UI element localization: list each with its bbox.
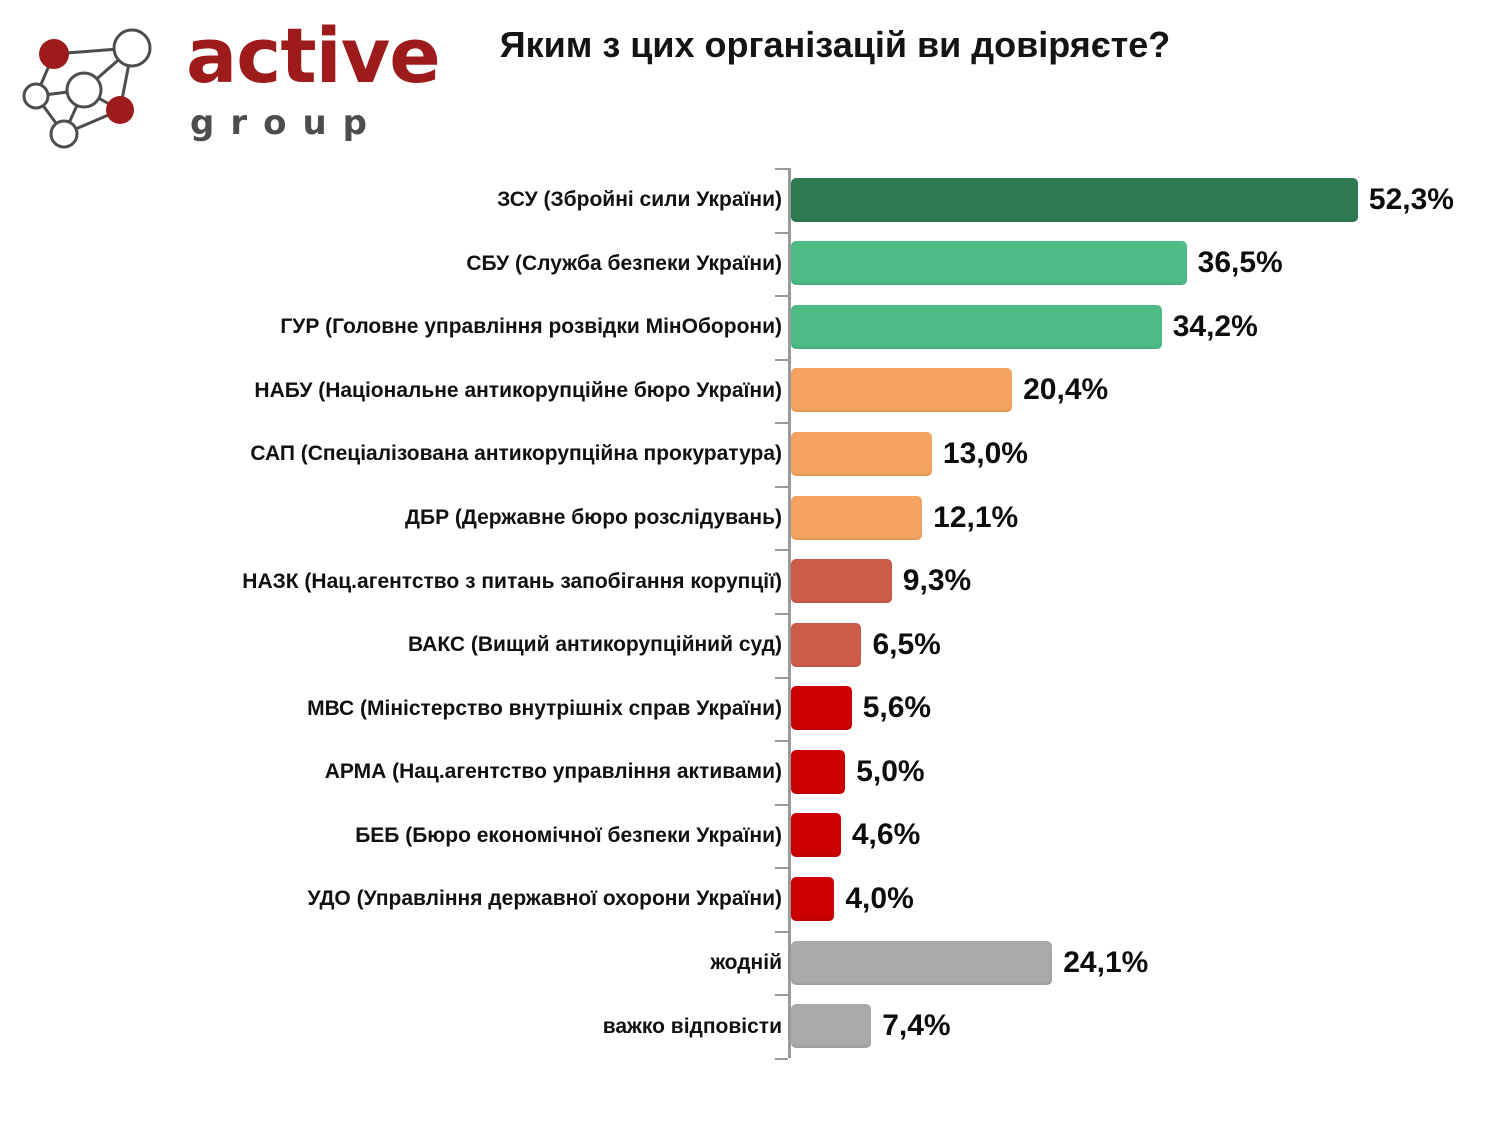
bar-and-value: 20,4%: [791, 368, 1109, 413]
axis-tick: [775, 168, 788, 170]
axis-tick: [775, 930, 788, 933]
category-label: ДБР (Державне бюро розслідувань): [405, 506, 782, 530]
axis-tick: [775, 295, 788, 298]
bar-and-value: 13,0%: [791, 432, 1028, 477]
category-label: САП (Спеціалізована антикорупційна проку…: [250, 442, 782, 466]
bar-row: АРМА (Нац.агентство управління активами)…: [0, 740, 1500, 804]
bar-row: СБУ (Служба безпеки України) 36,5%: [0, 231, 1500, 296]
bar-row: ДБР (Державне бюро розслідувань) 12,1%: [0, 485, 1500, 550]
bar-and-value: 34,2%: [791, 304, 1258, 349]
bar[interactable]: [791, 304, 1162, 349]
value-label: 7,4%: [882, 1009, 951, 1043]
value-label: 5,6%: [862, 691, 932, 725]
bar-row: НАЗК (Нац.агентство з питань запобігання…: [0, 549, 1500, 613]
bar-row: НАБУ (Національне антикорупційне бюро Ук…: [0, 358, 1500, 423]
category-label: жодній: [710, 950, 782, 974]
bar[interactable]: [791, 177, 1358, 222]
logo-subword: group: [190, 103, 384, 143]
value-label: 52,3%: [1368, 182, 1454, 216]
axis-tick: [775, 485, 788, 488]
value-label: 4,0%: [845, 881, 914, 915]
axis-tick: [775, 612, 788, 615]
bar-row: БЕБ (Бюро економічної безпеки України) 4,…: [0, 803, 1500, 868]
bar-chart: ЗСУ (Збройні сили України) 52,3% СБУ (Служ…: [0, 160, 1500, 1065]
axis-tick: [775, 1057, 788, 1060]
category-label: НАЗК (Нац.агентство з питань запобігання…: [242, 569, 782, 593]
category-label: МВС (Міністерство внутрішніх справ Украї…: [307, 696, 782, 720]
bar-and-value: 24,1%: [791, 940, 1149, 985]
value-label: 24,1%: [1063, 945, 1149, 979]
bar-row: САП (Спеціалізована антикорупційна проку…: [0, 422, 1500, 486]
bar[interactable]: [791, 559, 892, 604]
axis-tick: [775, 549, 788, 552]
bar-and-value: 7,4%: [791, 1004, 951, 1049]
bar-rows: ЗСУ (Збройні сили України) 52,3% СБУ (Служ…: [0, 168, 1500, 1060]
axis-tick: [775, 803, 788, 806]
bar[interactable]: [791, 940, 1053, 985]
axis-tick: [775, 740, 788, 743]
category-label: УДО (Управління державної охорони Україн…: [307, 887, 782, 911]
bar[interactable]: [791, 749, 846, 794]
bar-row: жодній 24,1%: [0, 930, 1500, 995]
category-label: ВАКС (Вищий антикорупційний суд): [408, 633, 782, 657]
value-label: 4,6%: [851, 818, 921, 852]
value-label: 12,1%: [933, 500, 1019, 534]
category-label: АРМА (Нац.агентство управління активами): [324, 760, 782, 784]
bar[interactable]: [791, 686, 852, 731]
category-label: ЗСУ (Збройні сили України): [497, 188, 782, 212]
logo-wordmark: active: [186, 11, 441, 100]
category-label: важко відповісти: [602, 1014, 782, 1038]
bar-row: ГУР (Головне управління розвідки МінОбор…: [0, 295, 1500, 359]
bar[interactable]: [791, 495, 923, 540]
bar[interactable]: [791, 622, 862, 667]
value-label: 9,3%: [902, 564, 972, 598]
bar-and-value: 5,0%: [791, 749, 925, 794]
bar-and-value: 36,5%: [791, 241, 1283, 286]
bar-and-value: 6,5%: [791, 622, 941, 667]
bar[interactable]: [791, 813, 841, 858]
bar[interactable]: [791, 876, 835, 921]
bar-and-value: 4,6%: [791, 813, 921, 858]
axis-tick: [775, 676, 788, 679]
chart-title: Яким з цих організацій ви довіряєте?: [499, 24, 1171, 65]
value-axis-line: [788, 168, 791, 1058]
category-label: НАБУ (Національне антикорупційне бюро Ук…: [254, 378, 782, 402]
axis-tick: [775, 231, 788, 234]
bar-row: ВАКС (Вищий антикорупційний суд) 6,5%: [0, 612, 1500, 677]
bar-row: важко відповісти 7,4%: [0, 994, 1500, 1058]
value-label: 34,2%: [1172, 309, 1258, 343]
bar-and-value: 5,6%: [791, 686, 932, 731]
bar-row: УДО (Управління державної охорони Україн…: [0, 867, 1500, 931]
value-label: 5,0%: [856, 754, 925, 788]
bar[interactable]: [791, 241, 1187, 286]
network-nodes-icon: [22, 28, 152, 149]
category-label: ГУР (Головне управління розвідки МінОбор…: [280, 315, 782, 339]
bar-and-value: 9,3%: [791, 559, 972, 604]
value-label: 20,4%: [1023, 373, 1109, 407]
bar-and-value: 52,3%: [791, 177, 1454, 222]
value-label: 36,5%: [1197, 246, 1283, 280]
bar-and-value: 4,0%: [791, 876, 914, 921]
axis-tick: [775, 358, 788, 361]
category-label: СБУ (Служба безпеки України): [466, 251, 782, 275]
bar-row: ЗСУ (Збройні сили України) 52,3%: [0, 168, 1500, 232]
category-label: БЕБ (Бюро економічної безпеки України): [355, 823, 782, 847]
bar[interactable]: [791, 1004, 872, 1049]
axis-tick: [775, 867, 788, 870]
bar[interactable]: [791, 368, 1013, 413]
bar[interactable]: [791, 432, 932, 477]
bar-and-value: 12,1%: [791, 495, 1019, 540]
value-label: 13,0%: [942, 437, 1028, 471]
axis-tick: [775, 422, 788, 425]
brand-logo: active group: [18, 10, 441, 155]
axis-tick: [775, 994, 788, 997]
value-label: 6,5%: [872, 627, 941, 661]
bar-row: МВС (Міністерство внутрішніх справ Украї…: [0, 676, 1500, 741]
